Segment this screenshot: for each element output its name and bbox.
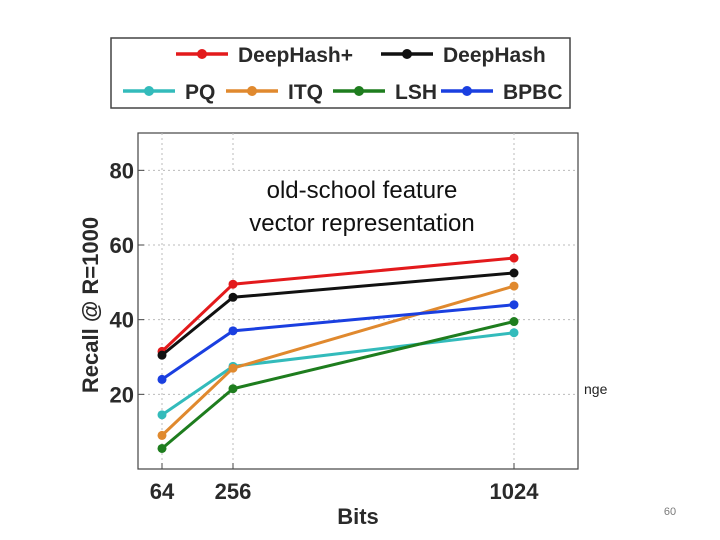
legend-box xyxy=(110,37,571,109)
y-tick-label: 40 xyxy=(110,308,134,333)
legend-marker xyxy=(462,86,472,96)
legend-marker xyxy=(144,86,154,96)
data-point xyxy=(509,328,519,338)
data-point xyxy=(509,268,519,278)
x-tick-label: 256 xyxy=(215,479,252,504)
legend-marker xyxy=(402,49,412,59)
x-axis-label: Bits xyxy=(337,504,379,529)
page-number: 60 xyxy=(663,506,677,518)
legend: DeepHash+ DeepHash PQ ITQ LSH BPBC xyxy=(123,44,563,104)
overlay-line-1: old-school feature xyxy=(267,177,458,204)
data-point xyxy=(509,253,519,263)
data-point xyxy=(509,281,519,291)
y-tick-label: 20 xyxy=(110,382,134,407)
data-point xyxy=(509,300,519,310)
legend-label: PQ xyxy=(185,81,215,104)
legend-label: BPBC xyxy=(503,81,563,104)
data-point xyxy=(228,292,238,302)
data-point xyxy=(157,410,167,420)
data-point xyxy=(228,363,238,373)
data-point xyxy=(228,279,238,289)
data-point xyxy=(228,326,238,336)
legend-marker xyxy=(354,86,364,96)
legend-label: LSH xyxy=(395,81,437,104)
y-tick-label: 80 xyxy=(110,158,134,183)
overlay-line-2: vector representation xyxy=(249,210,474,237)
overlay-box xyxy=(225,172,497,240)
legend-marker xyxy=(197,49,207,59)
data-point xyxy=(157,443,167,453)
x-tick-label: 1024 xyxy=(490,479,540,504)
data-point xyxy=(228,384,238,394)
legend-label: DeepHash xyxy=(443,44,546,67)
y-tick-label: 60 xyxy=(110,233,134,258)
data-point xyxy=(157,374,167,384)
clipped-caption-text: nge xyxy=(584,381,608,397)
x-axis-ticks: 64 256 1024 xyxy=(150,463,539,504)
legend-marker xyxy=(247,86,257,96)
y-axis-ticks: 20 40 60 80 xyxy=(110,158,144,407)
legend-label: ITQ xyxy=(288,81,323,104)
legend-label: DeepHash+ xyxy=(238,44,353,67)
data-point xyxy=(509,317,519,327)
x-tick-label: 64 xyxy=(150,479,175,504)
y-axis-label: Recall @ R=1000 xyxy=(78,217,103,393)
series-lines xyxy=(157,253,519,453)
data-point xyxy=(157,430,167,440)
data-point xyxy=(157,350,167,360)
